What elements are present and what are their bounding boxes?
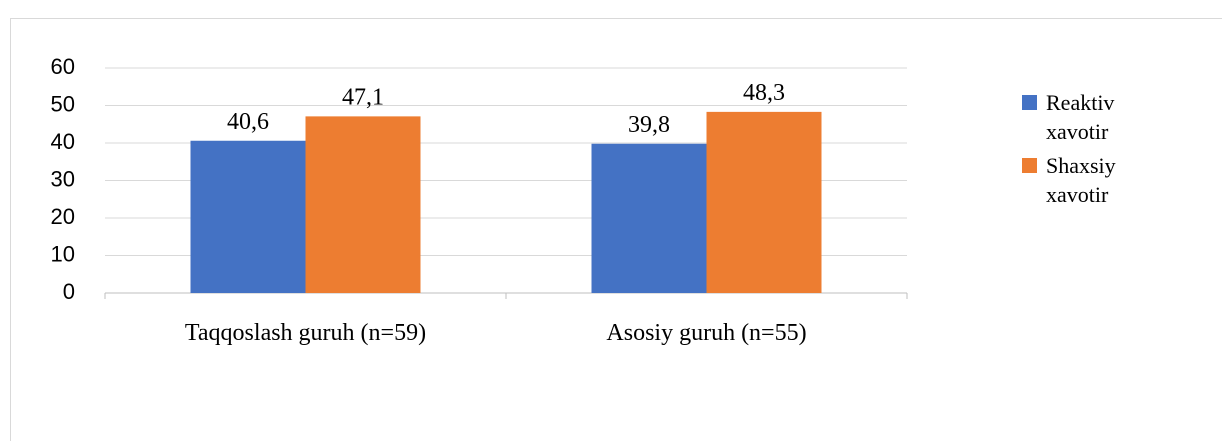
bar	[591, 143, 707, 293]
legend-item: Shaxsiy xavotir	[1022, 151, 1172, 209]
y-tick-label: 10	[51, 241, 75, 266]
value-label: 48,3	[743, 80, 785, 106]
x-tick-label: Taqqoslash guruh (n=59)	[185, 320, 426, 346]
y-tick-label: 60	[51, 54, 75, 79]
bar	[706, 111, 822, 293]
bar	[305, 116, 421, 293]
value-label: 47,1	[342, 84, 384, 110]
y-tick-label: 20	[51, 204, 75, 229]
legend-item: Reaktiv xavotir	[1022, 88, 1172, 146]
bar	[190, 140, 306, 293]
x-tick-label: Asosiy guruh (n=55)	[606, 320, 806, 346]
y-tick-label: 30	[51, 166, 75, 191]
y-tick-label: 50	[51, 91, 75, 116]
legend-label: Shaxsiy xavotir	[1046, 153, 1116, 207]
legend-label: Reaktiv xavotir	[1046, 90, 1115, 144]
value-label: 39,8	[628, 112, 670, 138]
y-tick-label: 0	[63, 279, 75, 304]
y-tick-label: 40	[51, 129, 75, 154]
legend-swatch	[1022, 158, 1037, 173]
value-label: 40,6	[227, 109, 269, 135]
chart-frame	[10, 18, 1222, 441]
legend-swatch	[1022, 95, 1037, 110]
